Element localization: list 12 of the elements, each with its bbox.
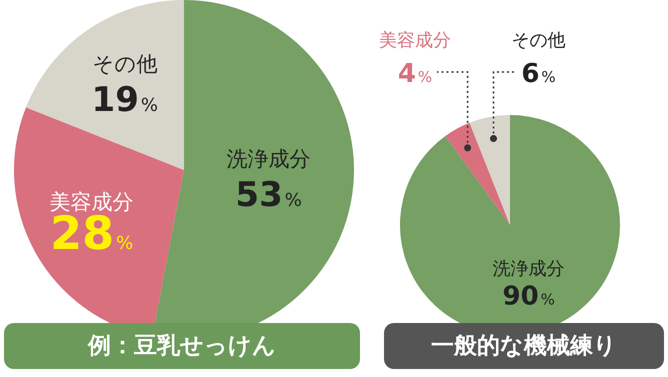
data-label: 90% (502, 282, 555, 312)
slice-label: 美容成分 (379, 30, 451, 51)
slice-label: その他 (92, 52, 158, 76)
data-label: 19% (92, 80, 158, 120)
data-label: 6% (521, 59, 556, 89)
data-label: 53% (235, 175, 302, 215)
slice-label: 洗浄成分 (226, 147, 311, 171)
slice-label: その他 (512, 30, 566, 51)
slice-label: 洗浄成分 (492, 258, 565, 280)
text: 一般的な機械練り (384, 323, 664, 369)
text: 例：豆乳せっけん (4, 323, 360, 369)
data-label: 4% (398, 59, 432, 89)
